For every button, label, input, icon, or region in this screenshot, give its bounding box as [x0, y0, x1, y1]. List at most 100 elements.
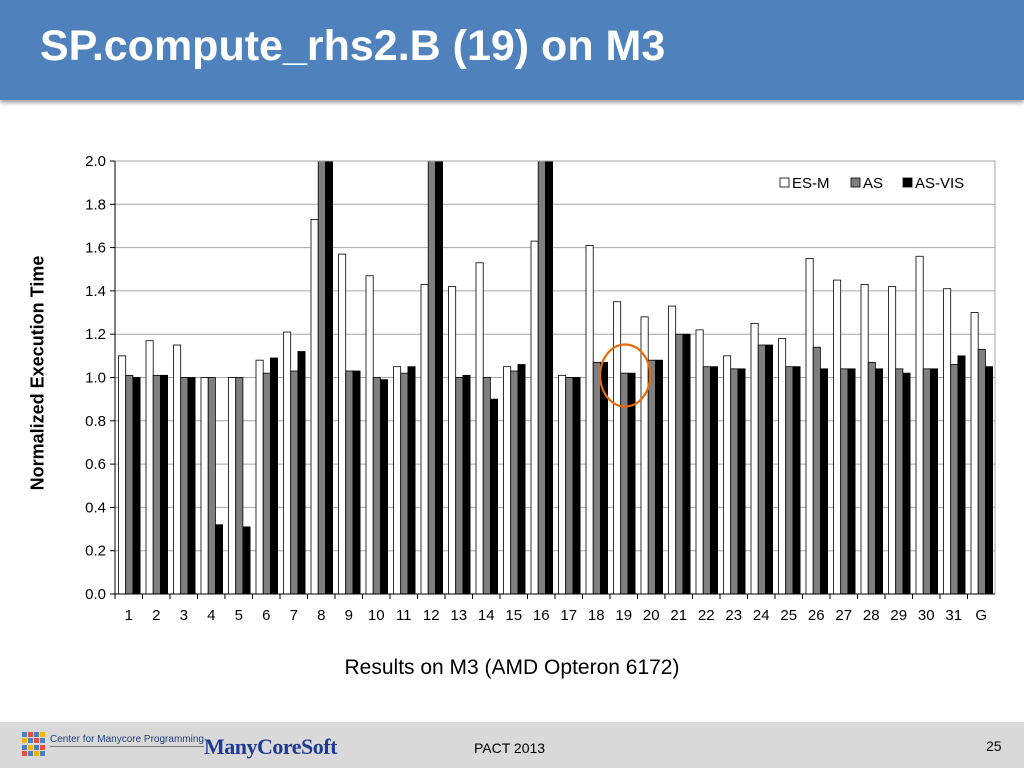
bar-as-vis-10 — [379, 379, 388, 595]
x-tick-label: 2 — [152, 607, 160, 624]
bar-as-vis-G — [985, 366, 994, 595]
bar-es-m-10 — [365, 275, 374, 595]
center-logo-text: Center for Manycore Programming — [50, 734, 204, 747]
bar-chart: 0.00.20.40.60.81.01.21.41.61.82.01 2 3 4 5 6 7… — [85, 153, 996, 624]
bar-es-m-4 — [200, 377, 209, 595]
bar-as-vis-13 — [462, 374, 471, 595]
bar-as-vis-24 — [765, 344, 774, 595]
bar-as-vis-22 — [710, 366, 719, 595]
bar-as-vis-17 — [572, 377, 581, 595]
bar-as-vis-16 — [545, 160, 554, 595]
x-tick-label: 17 — [560, 607, 577, 624]
legend-label-as-vis: AS-VIS — [915, 175, 964, 192]
x-tick-label: G — [975, 607, 987, 624]
x-tick-label: 6 — [262, 607, 270, 624]
y-tick-label: 1.4 — [85, 283, 106, 300]
page-number: 25 — [986, 738, 1002, 754]
center-logo: Center for Manycore Programming — [22, 732, 204, 760]
bar-es-m-22 — [695, 329, 704, 595]
y-tick-label: 0.6 — [85, 456, 106, 473]
bar-es-m-28 — [860, 284, 869, 595]
highlight-marker — [599, 343, 652, 408]
legend-label-as: AS — [863, 175, 883, 192]
y-tick-label: 1.6 — [85, 240, 106, 257]
bar-as-vis-28 — [875, 368, 884, 595]
bar-as-20 — [647, 359, 656, 595]
highlight-ellipse — [599, 343, 652, 408]
bar-es-m-12 — [420, 284, 429, 595]
x-tick-label: 16 — [533, 607, 550, 624]
x-tick-label: 28 — [863, 607, 880, 624]
bar-es-m-24 — [750, 322, 759, 595]
x-tick-label: 29 — [890, 607, 907, 624]
x-tick-label: 20 — [643, 607, 660, 624]
title-bar — [0, 0, 1024, 100]
legend-swatch-as — [850, 177, 861, 188]
bar-as-26 — [812, 346, 821, 595]
bar-as-2 — [152, 374, 161, 595]
bar-as-10 — [372, 377, 381, 595]
y-axis-label: Normalized Execution Time — [27, 255, 48, 491]
bar-as-27 — [840, 368, 849, 595]
tick-labels: 0.00.20.40.60.81.01.21.41.61.82.01 2 3 4 5 6 7… — [85, 153, 987, 624]
bar-es-m-11 — [393, 366, 402, 595]
y-tick-label: 0.8 — [85, 413, 106, 430]
bar-as-vis-8 — [324, 160, 333, 595]
bar-as-vis-14 — [489, 398, 498, 595]
bar-es-m-29 — [888, 286, 897, 595]
bar-as-13 — [455, 377, 464, 595]
bar-es-m-3 — [173, 344, 182, 595]
bar-es-m-2 — [145, 340, 154, 595]
x-tick-label: 1 — [125, 607, 133, 624]
bars — [118, 160, 994, 595]
bar-es-m-13 — [448, 286, 457, 595]
manycoresoft-logo: ManyCoreSoft — [204, 734, 337, 759]
bar-as-vis-2 — [159, 374, 168, 595]
bar-as-vis-31 — [957, 355, 966, 595]
x-tick-label: 9 — [345, 607, 353, 624]
bar-as-vis-15 — [517, 364, 526, 595]
bar-as-vis-25 — [792, 366, 801, 595]
bar-as-vis-21 — [682, 333, 691, 595]
bar-as-vis-4 — [214, 524, 223, 595]
bar-as-25 — [785, 366, 794, 595]
x-tick-label: 27 — [835, 607, 852, 624]
bar-as-21 — [675, 333, 684, 595]
bar-as-14 — [482, 377, 491, 595]
y-tick-label: 1.0 — [85, 370, 106, 387]
bar-as-15 — [510, 370, 519, 595]
legend: ES-M AS AS-VIS — [779, 175, 964, 192]
x-tick-label: 13 — [450, 607, 467, 624]
bar-as-8 — [317, 160, 326, 595]
bar-es-m-18 — [585, 245, 594, 595]
bar-as-vis-11 — [407, 366, 416, 595]
y-tick-label: 1.8 — [85, 196, 106, 213]
bar-as-vis-23 — [737, 368, 746, 595]
x-tick-label: 24 — [753, 607, 770, 624]
bar-as-5 — [235, 377, 244, 595]
bar-as-1 — [125, 374, 134, 595]
x-tick-label: 7 — [290, 607, 298, 624]
bar-as-vis-30 — [930, 368, 939, 595]
legend-swatch-es-m — [779, 177, 790, 188]
bar-as-30 — [922, 368, 931, 595]
x-tick-label: 5 — [235, 607, 243, 624]
bar-as-4 — [207, 377, 216, 595]
bar-as-29 — [895, 368, 904, 595]
bar-as-28 — [867, 361, 876, 595]
bar-as-7 — [290, 370, 299, 595]
bar-es-m-7 — [283, 331, 292, 595]
bar-es-m-15 — [503, 366, 512, 595]
x-tick-label: 10 — [368, 607, 385, 624]
bar-as-6 — [262, 372, 271, 595]
x-tick-label: 25 — [780, 607, 797, 624]
bar-es-m-27 — [833, 279, 842, 595]
x-tick-label: 19 — [615, 607, 632, 624]
bar-as-vis-5 — [242, 526, 251, 595]
x-tick-label: 26 — [808, 607, 825, 624]
bar-as-9 — [345, 370, 354, 595]
slide-title: SP.compute_rhs2.B (19) on M3 — [40, 22, 666, 70]
bar-es-m-9 — [338, 253, 347, 595]
bar-es-m-25 — [778, 338, 787, 595]
x-tick-label: 22 — [698, 607, 715, 624]
